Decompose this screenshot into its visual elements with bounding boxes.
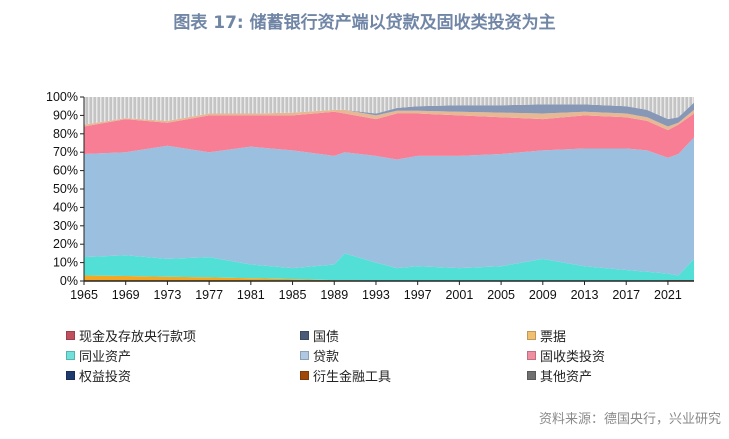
legend-item: 现金及存放央行款项 bbox=[66, 327, 300, 345]
legend-label: 贷款 bbox=[313, 349, 340, 365]
x-tick-label: 1997 bbox=[404, 288, 432, 302]
legend-swatch bbox=[66, 350, 75, 360]
y-tick-label: 70% bbox=[53, 145, 78, 159]
legend-swatch bbox=[527, 350, 536, 360]
area-series-4 bbox=[84, 137, 694, 276]
x-tick-label: 2021 bbox=[654, 288, 682, 302]
y-tick-label: 0% bbox=[60, 274, 78, 288]
x-tick-label: 1965 bbox=[70, 288, 98, 302]
legend-label: 票据 bbox=[540, 329, 567, 345]
stacked-area-chart: 0% 10% 20% 30% 40% 50% 60% 70% 80% 90% 100% 1965 196… bbox=[46, 90, 694, 302]
legend-item: 票据 bbox=[527, 327, 707, 345]
legend-item: 贷款 bbox=[300, 347, 527, 365]
x-tick-label: 2017 bbox=[612, 288, 640, 302]
y-tick-label: 80% bbox=[53, 127, 78, 141]
legend-swatch bbox=[66, 370, 75, 380]
x-tick-label: 1989 bbox=[320, 288, 348, 302]
y-tick-label: 20% bbox=[53, 237, 78, 251]
legend-swatch bbox=[300, 350, 309, 360]
area-series-3 bbox=[84, 253, 694, 281]
y-tick-label: 10% bbox=[53, 256, 78, 270]
y-tick-label: 50% bbox=[53, 182, 78, 196]
x-tick-label: 2013 bbox=[571, 288, 599, 302]
legend-label: 衍生金融工具 bbox=[313, 369, 392, 385]
x-tick-label: 1985 bbox=[279, 288, 307, 302]
x-tick-label: 2001 bbox=[445, 288, 473, 302]
x-tick-label: 1969 bbox=[112, 288, 140, 302]
legend-swatch bbox=[527, 370, 536, 380]
area-series-6 bbox=[84, 109, 694, 131]
legend-swatch bbox=[300, 370, 309, 380]
legend-item: 国债 bbox=[300, 327, 527, 345]
area-series-1 bbox=[84, 275, 694, 281]
source-note: 资料来源：德国央行，兴业研究 bbox=[538, 412, 721, 427]
legend-item: 固收类投资 bbox=[527, 347, 707, 365]
legend-label: 国债 bbox=[313, 329, 340, 345]
x-tick-label: 1993 bbox=[362, 288, 390, 302]
y-tick-label: 100% bbox=[46, 90, 78, 104]
legend-item: 权益投资 bbox=[66, 367, 300, 385]
legend-swatch bbox=[66, 330, 75, 340]
legend-label: 同业资产 bbox=[79, 349, 132, 365]
chart-title: 图表 17: 储蓄银行资产端以贷款及固收类投资为主 bbox=[173, 13, 556, 33]
y-tick-label: 40% bbox=[53, 200, 78, 214]
x-tick-label: 2009 bbox=[529, 288, 557, 302]
x-tick-label: 1981 bbox=[237, 288, 265, 302]
legend-label: 固收类投资 bbox=[540, 349, 606, 365]
area-series-8 bbox=[84, 97, 694, 125]
legend-label: 权益投资 bbox=[79, 369, 132, 385]
x-tick-label: 2005 bbox=[487, 288, 515, 302]
legend-item: 衍生金融工具 bbox=[300, 367, 527, 385]
x-tick-label: 1973 bbox=[154, 288, 182, 302]
legend-label: 其他资产 bbox=[540, 369, 593, 385]
chart-legend: 现金及存放央行款项 国债 票据同业资产 贷款 固收类投资权益投资 衍生金融工具 其他资产 bbox=[66, 327, 707, 385]
y-tick-label: 30% bbox=[53, 219, 78, 233]
legend-swatch bbox=[300, 330, 309, 340]
area-series-5 bbox=[84, 111, 694, 160]
y-tick-label: 60% bbox=[53, 164, 78, 178]
x-tick-label: 1977 bbox=[195, 288, 223, 302]
y-tick-label: 90% bbox=[53, 108, 78, 122]
legend-item: 同业资产 bbox=[66, 347, 300, 365]
legend-label: 现金及存放央行款项 bbox=[79, 329, 197, 345]
legend-swatch bbox=[527, 330, 536, 340]
legend-item: 其他资产 bbox=[527, 367, 707, 385]
area-series-7 bbox=[84, 102, 694, 127]
